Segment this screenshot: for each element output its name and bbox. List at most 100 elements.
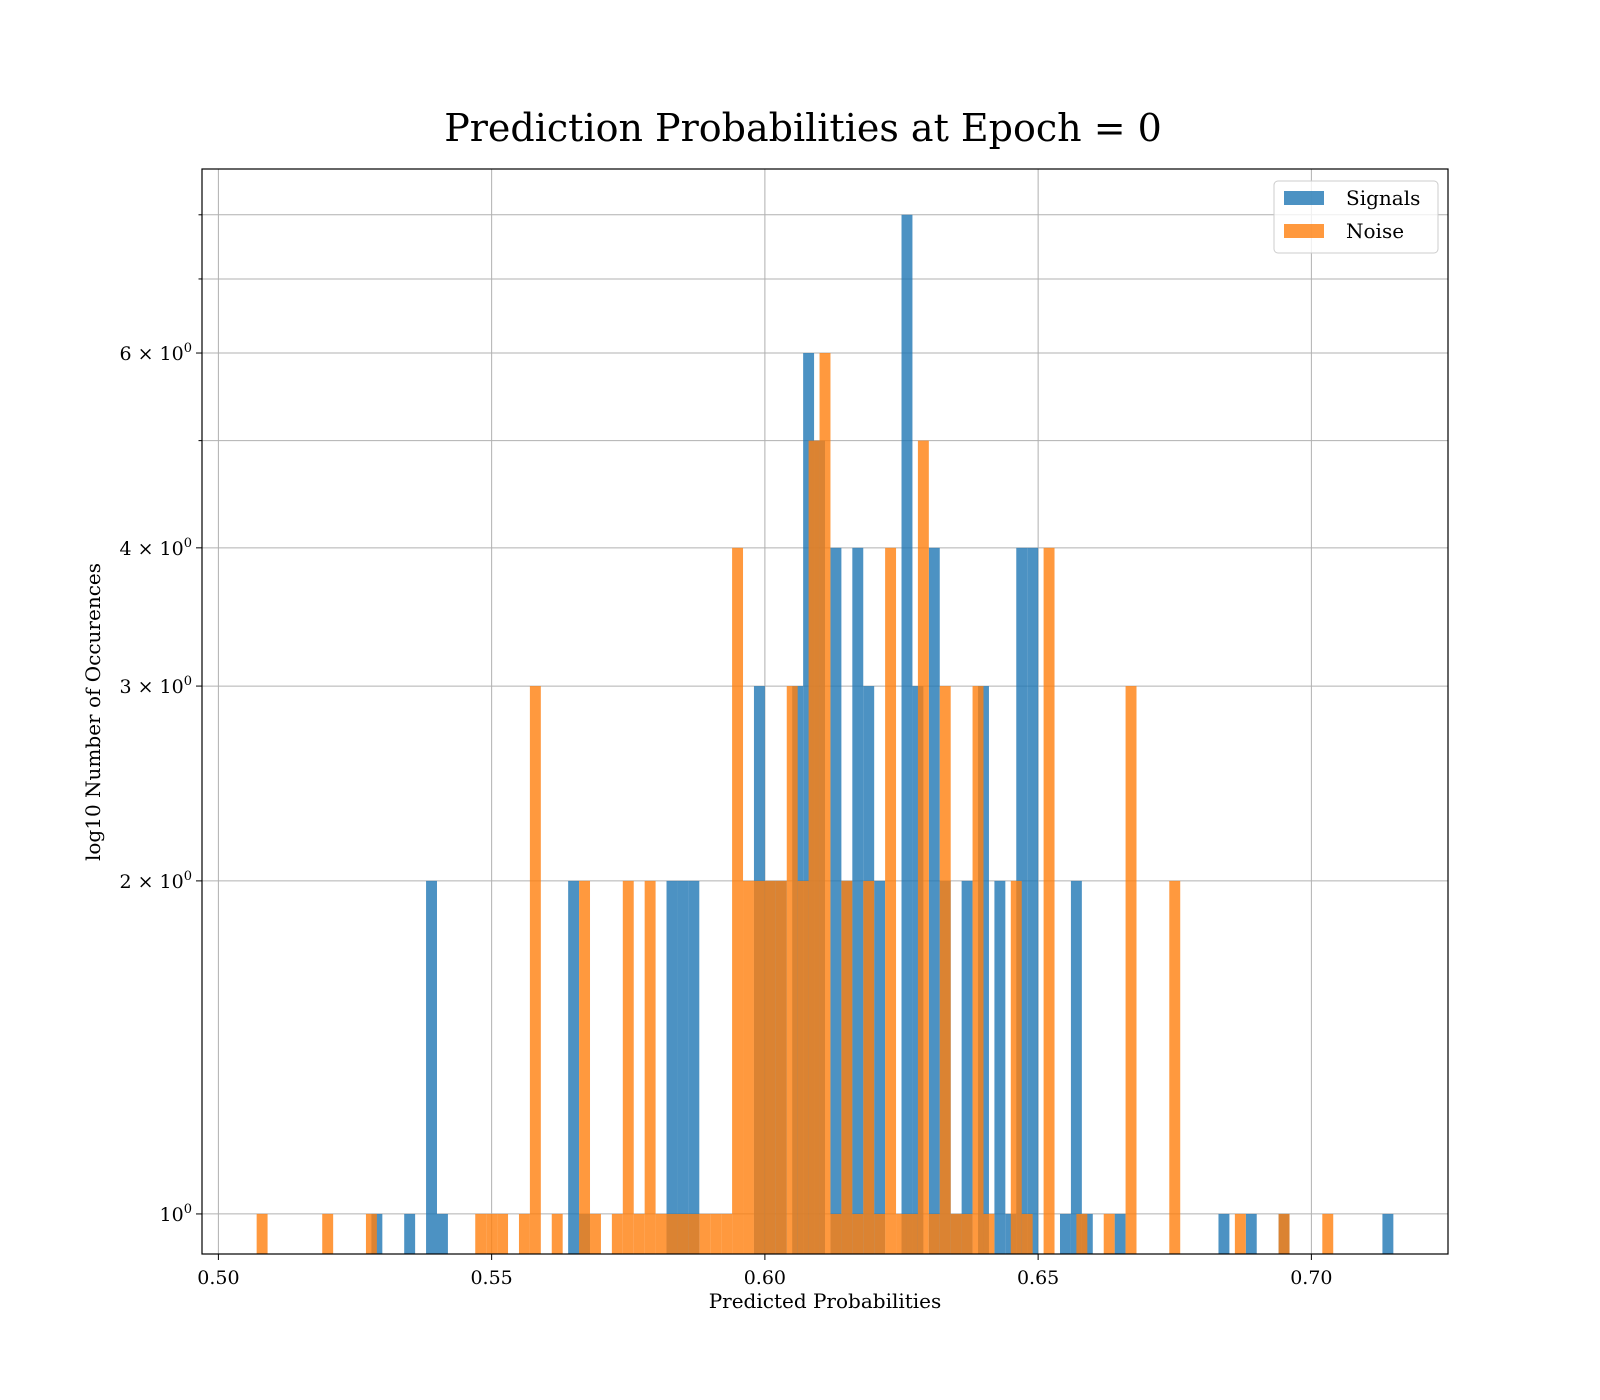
bar-noise xyxy=(611,1213,623,1254)
y-tick-label: 6 × 100 xyxy=(119,341,192,365)
bar-noise xyxy=(841,880,853,1254)
bar-noise xyxy=(688,1213,700,1254)
legend-swatch-signals xyxy=(1284,191,1324,205)
bar-noise xyxy=(644,880,656,1254)
y-tick-label: 100 xyxy=(160,1202,192,1226)
bar-noise xyxy=(732,547,744,1254)
plot-frame xyxy=(201,168,1449,1255)
bar-noise xyxy=(753,880,765,1254)
bar-noise xyxy=(983,1213,995,1254)
legend-label-noise: Noise xyxy=(1346,219,1404,243)
bar-noise xyxy=(633,1213,645,1254)
bar-signals xyxy=(1245,1213,1257,1254)
bar-signals xyxy=(1218,1213,1230,1254)
bar-noise xyxy=(917,440,929,1254)
bar-signals xyxy=(426,880,437,1254)
bar-signals xyxy=(1114,1213,1126,1254)
bar-signals xyxy=(1070,880,1082,1254)
bar-noise xyxy=(906,1213,918,1254)
bar-noise xyxy=(819,353,831,1254)
y-tick-label: 2 × 100 xyxy=(119,869,192,893)
bar-noise xyxy=(928,1213,940,1254)
x-tick-label: 0.50 xyxy=(197,1267,239,1289)
legend: Signals Noise xyxy=(1273,180,1439,254)
bar-signals xyxy=(404,1213,416,1254)
bar-noise xyxy=(579,880,591,1254)
bar-noise xyxy=(852,1213,864,1254)
bar-noise xyxy=(486,1213,498,1254)
bar-noise xyxy=(622,880,634,1254)
bar-noise xyxy=(961,1213,973,1254)
bar-noise xyxy=(551,1213,563,1254)
y-tick-label: 4 × 100 xyxy=(119,536,192,560)
bar-noise xyxy=(874,1213,886,1254)
bar-noise xyxy=(1278,1213,1290,1254)
y-tick-label: 3 × 100 xyxy=(119,674,192,698)
bar-noise xyxy=(972,686,984,1254)
bar-signals xyxy=(688,880,700,1254)
bar-noise xyxy=(1169,880,1181,1254)
x-tick-label: 0.65 xyxy=(1017,1267,1059,1289)
chart-title: Prediction Probabilities at Epoch = 0 xyxy=(444,106,1162,150)
bar-noise xyxy=(1322,1213,1334,1254)
x-tick-label: 0.70 xyxy=(1290,1267,1332,1289)
bar-signals xyxy=(874,880,886,1254)
bar-noise xyxy=(1021,1213,1033,1254)
bar-noise xyxy=(863,880,875,1254)
bar-signals xyxy=(568,880,580,1254)
bar-noise xyxy=(1234,1213,1246,1254)
bar-noise xyxy=(808,440,820,1254)
series-noise-bars xyxy=(256,353,1334,1254)
y-axis-ticks: 100 2 × 100 3 × 100 4 × 100 6 × 100 xyxy=(119,214,202,1226)
bar-noise xyxy=(699,1213,711,1254)
bar-noise xyxy=(475,1213,487,1254)
bar-noise xyxy=(322,1213,334,1254)
bar-noise xyxy=(1125,686,1137,1254)
bar-noise xyxy=(786,686,798,1254)
bar-signals xyxy=(852,547,864,1254)
bar-signals xyxy=(961,880,973,1254)
bar-noise xyxy=(743,880,754,1254)
x-tick-label: 0.60 xyxy=(744,1267,786,1289)
bar-signals xyxy=(830,547,842,1254)
bar-signals xyxy=(928,547,940,1254)
bar-noise xyxy=(710,1213,722,1254)
bar-noise xyxy=(518,1213,530,1254)
bar-noise xyxy=(1043,547,1055,1254)
bar-noise xyxy=(655,1213,667,1254)
legend-swatch-noise xyxy=(1284,224,1324,238)
bar-noise xyxy=(1010,880,1022,1254)
x-axis-ticks: 0.50 0.55 0.60 0.65 0.70 xyxy=(197,1254,1333,1289)
bar-noise xyxy=(1103,1213,1115,1254)
bar-noise xyxy=(677,1213,689,1254)
legend-label-signals: Signals xyxy=(1346,186,1420,210)
bar-noise xyxy=(797,880,809,1254)
bar-noise xyxy=(896,1213,907,1254)
bar-noise xyxy=(256,1213,268,1254)
bar-noise xyxy=(830,1213,842,1254)
y-axis-label: log10 Number of Occurences xyxy=(81,563,105,861)
bar-noise xyxy=(764,880,776,1254)
bar-noise xyxy=(666,1213,678,1254)
bar-noise xyxy=(721,1213,733,1254)
bar-signals xyxy=(1382,1213,1394,1254)
histogram-bars xyxy=(256,214,1394,1254)
bar-signals xyxy=(677,880,689,1254)
bar-signals xyxy=(1059,1213,1071,1254)
bar-signals xyxy=(901,214,913,1254)
x-axis-label: Predicted Probabilities xyxy=(709,1289,942,1313)
bar-signals xyxy=(666,880,678,1254)
bar-noise xyxy=(939,686,951,1254)
bar-signals xyxy=(994,880,1006,1254)
bar-noise xyxy=(365,1213,377,1254)
bar-noise xyxy=(1076,1213,1088,1254)
bar-noise xyxy=(497,1213,509,1254)
bar-noise xyxy=(590,1213,601,1254)
bar-noise xyxy=(885,547,897,1254)
bar-noise xyxy=(950,1213,962,1254)
bar-noise xyxy=(529,686,541,1254)
x-tick-label: 0.55 xyxy=(470,1267,512,1289)
bar-signals xyxy=(1027,547,1039,1254)
bar-signals xyxy=(436,1213,448,1254)
